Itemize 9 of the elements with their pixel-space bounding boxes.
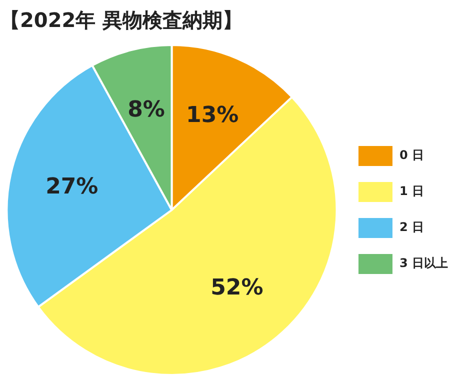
legend-label: 1 日 — [399, 184, 424, 198]
data-label: 52% — [210, 276, 264, 301]
data-label: 8% — [128, 98, 165, 123]
legend-label: 2 日 — [399, 220, 424, 234]
data-label: 13% — [186, 102, 239, 128]
legend-label: 0 日 — [399, 148, 424, 162]
chart-title: 【2022年 異物検査納期】 — [0, 7, 244, 34]
legend-label: 3 日以上 — [399, 256, 448, 270]
data-label: 27% — [46, 174, 98, 200]
